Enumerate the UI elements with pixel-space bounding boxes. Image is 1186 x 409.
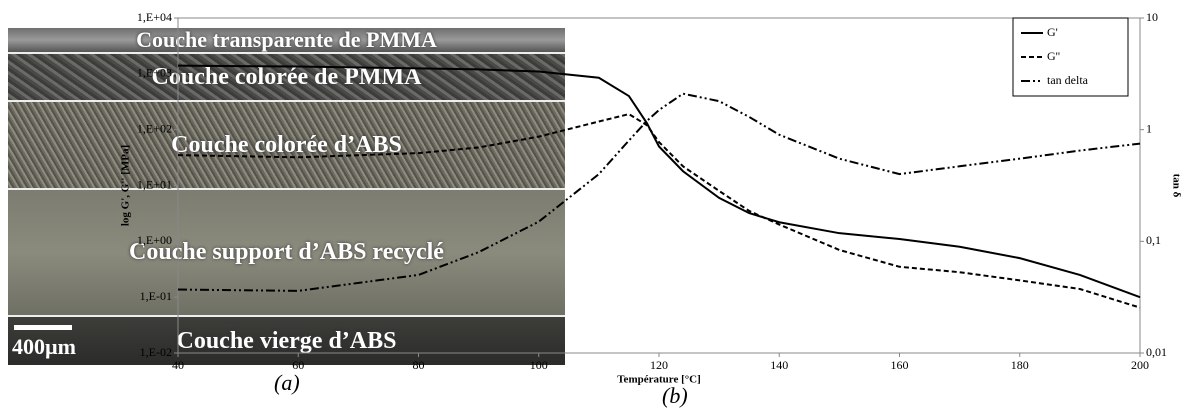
y-tick-label: 1,E-02: [140, 345, 172, 359]
x-tick-label: 40: [172, 358, 184, 372]
chart: 1,E-02 1,E-01 1,E+00 1,E+01 1,E+02 1,E+03 1,E+…: [0, 0, 1186, 407]
plot-frame: [178, 18, 1140, 353]
x-tick-label: 140: [770, 358, 788, 372]
y-tick-label: 1,E+03: [137, 66, 172, 80]
x-tick-label: 60: [292, 358, 304, 372]
legend-label: tan delta: [1047, 73, 1089, 87]
series-line: [178, 114, 1140, 308]
legend: G' G'' tan delta: [1013, 18, 1128, 96]
y-tick-label: 1,E+01: [137, 177, 172, 191]
y-tick-label: 1,E-01: [140, 289, 172, 303]
y-tick-label: 1,E+00: [137, 233, 172, 247]
series-line: [178, 94, 1140, 291]
series-line: [178, 66, 1140, 297]
legend-label: G': [1047, 25, 1058, 39]
y-tick-label: 1,E+02: [137, 121, 172, 135]
legend-label: G'': [1047, 49, 1060, 63]
x-tick-label: 120: [650, 358, 668, 372]
y2-tick-label: 10: [1146, 10, 1158, 24]
y2-axis-label: tan δ: [1170, 174, 1182, 198]
page: {"image_panel": {"layers": ["Couche tran…: [0, 0, 1186, 407]
x-tick-label: 100: [530, 358, 548, 372]
x-tick-label: 180: [1011, 358, 1029, 372]
y-tick-label: 1,E+04: [137, 10, 172, 24]
y2-tick-label: 0,1: [1146, 233, 1161, 247]
x-tick-label: 200: [1131, 358, 1149, 372]
y2-tick-label: 1: [1146, 121, 1152, 135]
x-tick-label: 80: [413, 358, 425, 372]
x-tick-label: 160: [891, 358, 909, 372]
y-axis-label: log G', G'' [MPa]: [120, 145, 132, 226]
y2-tick-label: 0,01: [1146, 345, 1167, 359]
x-axis-label: Température [°C]: [617, 374, 701, 386]
